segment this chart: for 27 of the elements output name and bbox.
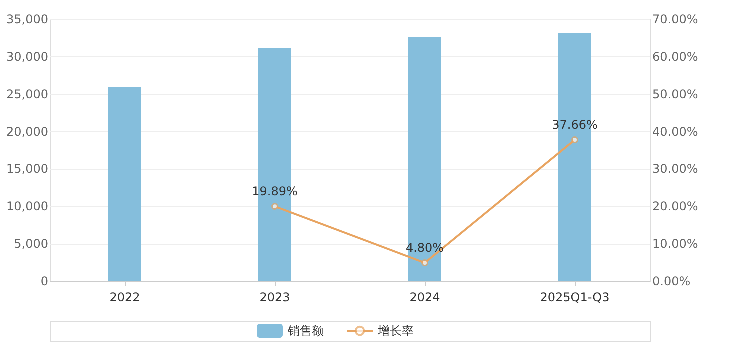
y-tick-label: 15,000	[6, 162, 48, 176]
x-tick-label: 2023	[260, 290, 290, 304]
y2-tick-label: 30.00%	[652, 162, 698, 176]
point	[272, 203, 278, 210]
y-tick-label: 0	[40, 274, 48, 288]
y-tick-label: 25,000	[6, 87, 48, 102]
y-tick-label: 35,000	[6, 12, 48, 26]
y2-tick-label: 50.00%	[652, 87, 698, 102]
y2-tick-label: 40.00%	[652, 124, 698, 139]
bar	[108, 87, 142, 281]
y-tick-label: 10,000	[6, 200, 48, 214]
legend-label: 增长率	[377, 324, 414, 338]
y2-tick-label: 0.00%	[652, 274, 691, 288]
legend-label: 销售额	[287, 324, 324, 338]
y2-tick-label: 20.00%	[652, 200, 698, 214]
bar	[408, 36, 442, 281]
y-tick-label: 5,000	[14, 237, 48, 252]
y2-tick-label: 70.00%	[652, 12, 698, 26]
y2-tick-label: 60.00%	[652, 50, 698, 64]
x-tick-label: 2025Q1-Q3	[540, 290, 610, 304]
y-tick-label: 20,000	[6, 124, 48, 139]
point	[422, 260, 428, 267]
x-tick-label: 2022	[110, 290, 140, 304]
x-tick-label: 2024	[410, 290, 440, 304]
y-tick-label: 30,000	[6, 50, 48, 64]
point	[572, 136, 578, 144]
y2-tick-label: 10.00%	[652, 237, 698, 252]
